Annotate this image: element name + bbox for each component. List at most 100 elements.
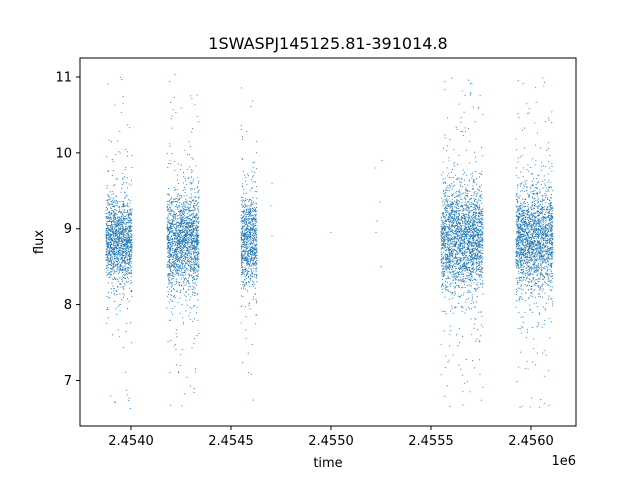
data-point xyxy=(192,253,195,255)
data-point xyxy=(182,230,184,232)
data-point xyxy=(250,210,252,212)
data-point xyxy=(190,261,192,263)
data-point xyxy=(254,267,256,269)
data-point xyxy=(107,199,109,201)
data-point xyxy=(106,243,108,245)
data-point xyxy=(168,222,171,224)
data-point xyxy=(124,176,126,178)
data-point xyxy=(170,311,172,313)
data-point xyxy=(187,221,189,223)
data-point xyxy=(459,341,461,343)
data-point xyxy=(479,265,481,267)
data-point xyxy=(108,243,110,245)
data-point xyxy=(478,216,480,218)
data-point xyxy=(118,205,120,207)
data-point xyxy=(242,295,244,298)
data-point xyxy=(130,219,132,222)
data-point xyxy=(129,218,131,220)
data-point xyxy=(172,250,174,252)
data-point xyxy=(192,209,194,211)
data-point xyxy=(256,254,258,256)
data-point xyxy=(108,263,111,265)
data-point xyxy=(195,213,197,215)
data-point xyxy=(465,203,468,205)
data-point xyxy=(115,153,117,156)
data-point xyxy=(184,393,186,395)
data-point xyxy=(172,272,174,274)
data-point xyxy=(250,205,252,207)
data-point xyxy=(189,267,192,269)
data-point xyxy=(124,267,127,269)
data-point xyxy=(254,264,256,266)
data-point xyxy=(166,238,169,241)
data-point xyxy=(127,232,129,234)
data-point xyxy=(109,212,111,214)
data-point xyxy=(109,233,111,236)
data-point xyxy=(246,260,248,262)
data-point xyxy=(172,210,174,212)
data-point xyxy=(170,227,172,229)
data-point xyxy=(126,233,129,235)
data-point xyxy=(186,216,188,218)
data-point xyxy=(449,189,451,192)
data-point xyxy=(443,248,445,250)
data-point xyxy=(254,223,256,225)
data-point xyxy=(191,196,193,198)
data-point xyxy=(184,239,186,241)
data-point xyxy=(249,229,251,231)
data-point xyxy=(195,208,197,210)
data-point xyxy=(176,206,179,209)
data-point xyxy=(254,190,256,192)
data-point xyxy=(123,233,125,235)
data-point xyxy=(253,171,256,173)
data-point xyxy=(193,210,195,212)
data-point xyxy=(193,245,195,247)
data-point xyxy=(173,266,175,268)
data-point xyxy=(474,271,476,273)
data-point xyxy=(166,307,168,309)
data-point xyxy=(114,246,116,248)
data-point xyxy=(196,204,198,206)
data-point xyxy=(462,222,464,225)
data-point xyxy=(444,243,446,245)
data-point xyxy=(448,359,450,361)
data-point xyxy=(188,293,190,295)
data-point xyxy=(475,256,477,258)
data-point xyxy=(481,229,483,231)
data-point xyxy=(116,258,118,260)
data-point xyxy=(253,211,255,213)
data-point xyxy=(191,239,193,241)
data-point xyxy=(194,283,196,285)
data-point xyxy=(174,73,176,76)
data-point xyxy=(189,200,192,203)
data-point xyxy=(193,248,195,250)
data-point xyxy=(197,319,199,321)
data-point xyxy=(166,286,168,288)
data-point xyxy=(174,306,176,308)
data-point xyxy=(189,238,191,240)
data-point xyxy=(105,235,107,237)
data-point xyxy=(123,222,125,224)
data-point xyxy=(118,151,120,153)
data-point xyxy=(174,271,176,273)
data-point xyxy=(181,267,183,269)
data-point xyxy=(166,266,168,268)
data-point xyxy=(195,229,197,231)
data-point xyxy=(174,169,176,171)
data-point xyxy=(190,206,192,208)
data-point xyxy=(183,237,186,239)
data-point xyxy=(118,231,120,233)
data-point xyxy=(188,221,191,223)
data-point xyxy=(255,229,258,231)
data-point xyxy=(114,292,116,294)
data-point xyxy=(130,245,132,247)
data-point xyxy=(250,106,252,108)
data-point xyxy=(185,205,187,207)
data-point xyxy=(131,266,133,268)
data-point xyxy=(476,274,478,276)
data-point xyxy=(108,252,110,254)
data-point xyxy=(453,181,455,183)
data-point xyxy=(176,242,178,244)
data-point xyxy=(441,279,444,281)
data-point xyxy=(189,232,191,234)
